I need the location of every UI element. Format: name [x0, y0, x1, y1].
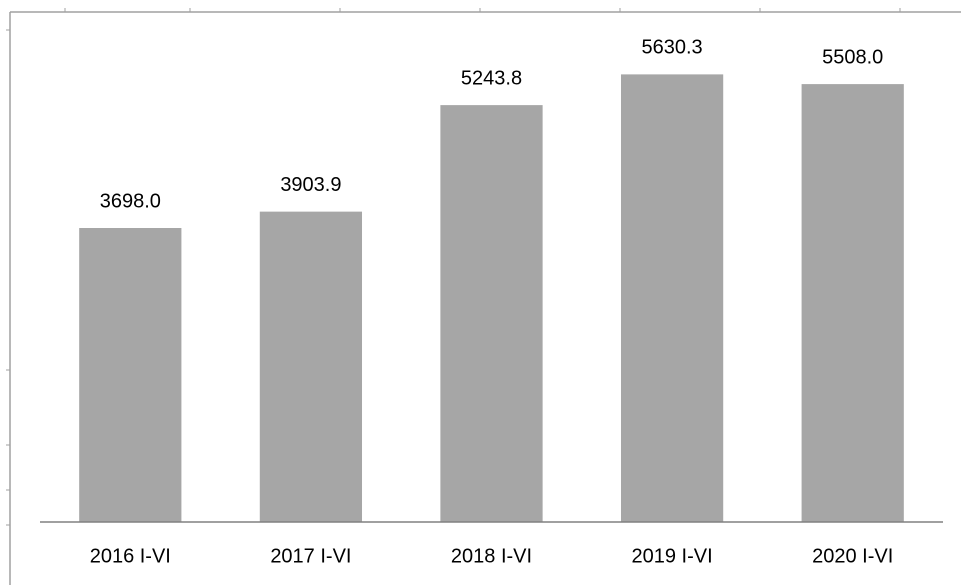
x-tick-label: 2016 I-VI — [90, 545, 171, 567]
data-label: 5243.8 — [461, 67, 522, 89]
bar — [79, 228, 182, 522]
x-tick-label: 2017 I-VI — [270, 545, 351, 567]
data-label: 5630.3 — [642, 37, 703, 59]
x-tick-label: 2018 I-VI — [451, 545, 532, 567]
data-label: 5508.0 — [822, 46, 883, 68]
bar — [440, 105, 543, 523]
bar — [620, 74, 724, 522]
bar — [801, 84, 904, 523]
frame-ticks — [6, 8, 901, 526]
data-label: 3903.9 — [280, 174, 341, 196]
x-tick-label: 2019 I-VI — [632, 545, 713, 567]
x-tick-label: 2020 I-VI — [812, 545, 893, 567]
data-label: 3698.0 — [100, 190, 161, 212]
bar — [259, 211, 363, 523]
